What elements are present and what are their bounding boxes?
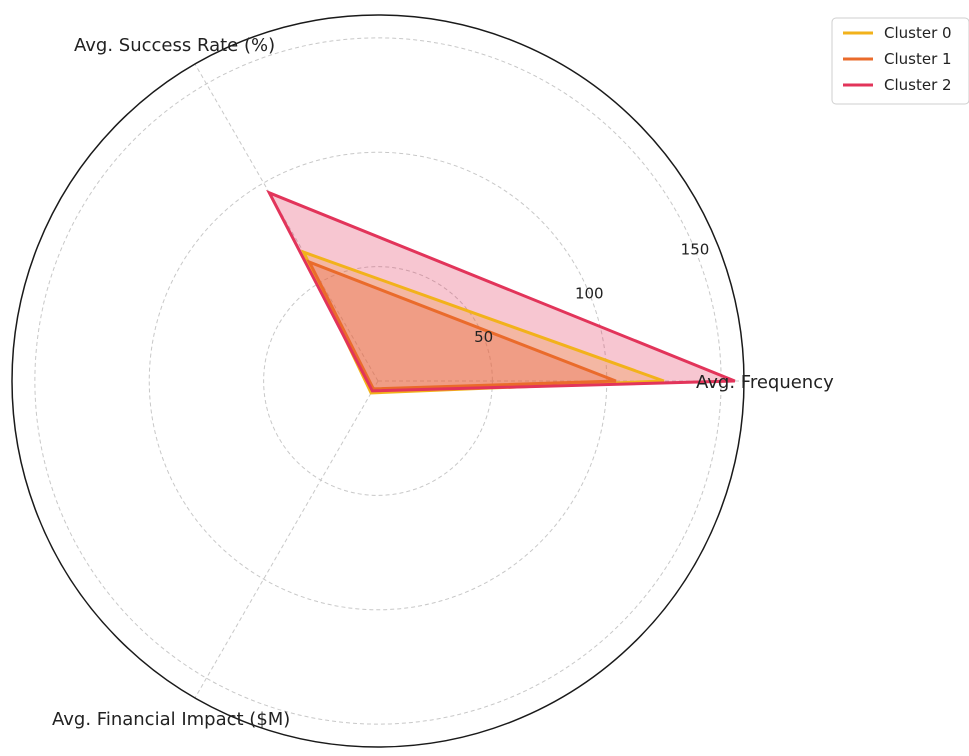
series-line-cluster-1: [306, 259, 617, 391]
series-fill-cluster-2: [269, 192, 735, 391]
legend-box: [831, 17, 969, 105]
axis-label-layer: Avg. Frequency Avg. Success Rate (%) Avg. …: [52, 35, 834, 730]
r-tick-label-2: 150: [681, 241, 710, 259]
legend-item-cluster-1: Cluster 1: [843, 50, 952, 68]
r-tick-label-1: 100: [575, 285, 604, 303]
spoke-1: [194, 63, 379, 382]
spoke-2: [194, 380, 379, 699]
axis-label-2: Avg. Financial Impact ($M): [52, 709, 290, 730]
legend-label-cluster-2: Cluster 2: [884, 76, 952, 94]
outer-frame-layer: [11, 14, 745, 748]
series-fill-layer: [269, 192, 735, 393]
legend-item-cluster-0: Cluster 0: [843, 24, 952, 42]
legend-item-cluster-2: Cluster 2: [843, 76, 952, 94]
axis-label-0: Avg. Frequency: [696, 372, 834, 393]
legend: Cluster 0 Cluster 1 Cluster 2: [831, 17, 969, 105]
series-line-layer: [266, 189, 736, 395]
tick-label-layer: 50 100 150: [474, 241, 709, 347]
legend-label-cluster-1: Cluster 1: [884, 50, 952, 68]
legend-label-cluster-0: Cluster 0: [884, 24, 952, 42]
series-fill-cluster-0: [303, 252, 664, 393]
series-line-cluster-2: [266, 189, 736, 393]
axis-label-1: Avg. Success Rate (%): [74, 35, 275, 56]
r-tick-label-0: 50: [474, 328, 493, 346]
series-fill-cluster-1: [309, 262, 616, 389]
outer-frame: [11, 14, 745, 748]
